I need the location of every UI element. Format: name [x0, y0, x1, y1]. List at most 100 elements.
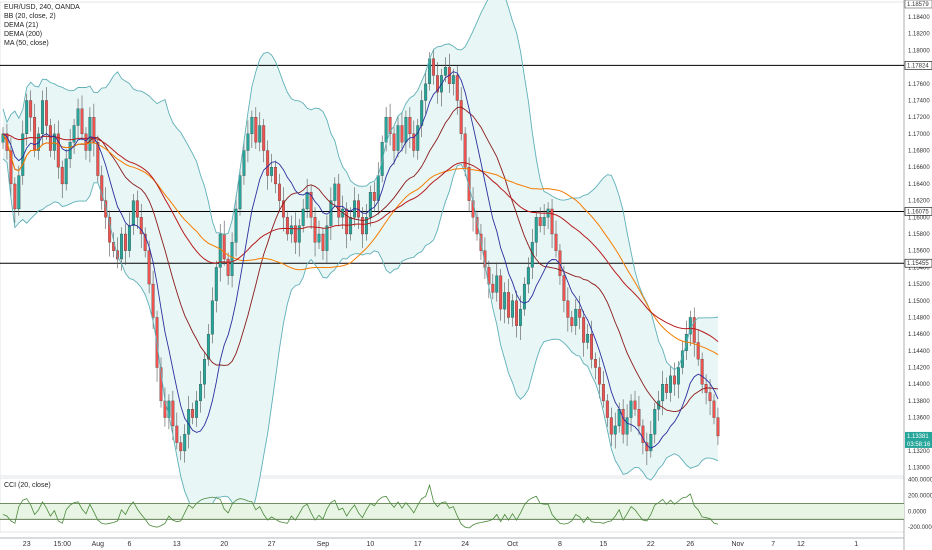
cci-tick-label-1: 200.0000: [908, 493, 932, 499]
candle-body-51: [202, 359, 206, 385]
price-tick-label-23: 1.13800: [908, 399, 930, 405]
candle-body-84: [333, 183, 337, 201]
candle-body-83: [329, 200, 333, 226]
candle-body-80: [317, 233, 321, 243]
price-tick-label-12: 1.16000: [908, 215, 930, 221]
level-tag-0: 1.17824: [904, 61, 932, 70]
candle-body-11: [45, 100, 48, 126]
bollinger-upper: [2, 0, 719, 371]
candle-body-75: [297, 225, 301, 243]
candle-body-123: [487, 267, 491, 285]
candle-body-102: [404, 117, 408, 143]
price-tick-label-9: 1.16600: [908, 165, 930, 171]
time-tick-label-14: 22: [647, 541, 655, 548]
candle-body-47: [187, 409, 191, 435]
price-axis: 1.184001.182001.180001.178001.176001.174…: [908, 15, 930, 472]
candle-body-24: [96, 142, 100, 176]
candle-body-72: [285, 217, 289, 235]
candle-body-25: [100, 175, 104, 201]
candle-body-155: [613, 425, 617, 435]
study-bb[interactable]: BB (20, close, 2): [4, 13, 56, 20]
price-tick-label-27: 1.13000: [908, 466, 930, 472]
candle-body-154: [609, 417, 613, 435]
study-ma50[interactable]: MA (50, close): [4, 40, 49, 47]
candle-body-175: [692, 317, 696, 343]
price-tick-label-10: 1.16400: [908, 182, 930, 188]
price-tick-label-19: 1.14600: [908, 332, 930, 338]
price-tick-label-21: 1.14200: [908, 366, 930, 372]
time-tick-label-11: Oct: [507, 541, 518, 548]
candle-body-131: [519, 308, 522, 326]
candle-body-165: [653, 409, 657, 435]
candle-body-145: [574, 308, 578, 326]
candle-body-127: [503, 292, 507, 310]
candle-body-44: [175, 425, 179, 443]
candle-body-114: [451, 75, 455, 84]
top-price-tag-label: 1.18579: [907, 2, 929, 8]
cci-legend[interactable]: CCI (20, close): [4, 482, 51, 489]
candle-body-94: [372, 192, 376, 201]
level-tag-label-1: 1.16075: [907, 209, 929, 215]
time-tick-label-2: Aug: [92, 541, 105, 548]
time-tick-label-7: Sep: [317, 541, 330, 548]
candle-body-77: [305, 192, 309, 210]
study-dema200[interactable]: DEMA (200): [4, 31, 43, 38]
time-tick-label-0: 23: [23, 541, 31, 548]
candle-body-30: [120, 233, 123, 260]
candle-body-159: [629, 400, 633, 418]
candle-body-8: [33, 117, 37, 151]
candle-body-147: [582, 317, 586, 343]
candle-body-170: [673, 375, 676, 385]
candle-body-181: [716, 417, 720, 437]
candle-body-66: [262, 125, 266, 151]
candle-body-93: [368, 192, 372, 218]
candle-body-109: [432, 58, 435, 76]
current-price-label: 1.13381: [907, 434, 929, 440]
level-tag-box-1: [904, 207, 932, 216]
price-tick-label-20: 1.14400: [908, 349, 930, 355]
candle-body-74: [293, 225, 297, 243]
candle-body-65: [258, 125, 262, 143]
candle-body-43: [171, 400, 175, 427]
candle-body-98: [388, 117, 392, 135]
time-tick-label-12: 8: [558, 541, 562, 548]
time-tick-label-17: 7: [771, 541, 775, 548]
price-tick-label-7: 1.17000: [908, 132, 930, 138]
current-price-tag-box: [905, 431, 932, 448]
countdown-label: 03:58:16: [907, 442, 931, 448]
candle-body-67: [266, 150, 270, 176]
candle-body-45: [179, 442, 183, 452]
price-tick-label-17: 1.15000: [908, 299, 930, 305]
price-tick-label-11: 1.16200: [908, 199, 930, 205]
price-tick-label-8: 1.16800: [908, 149, 930, 155]
time-tick-label-1: 15:00: [53, 541, 71, 548]
candle-body-110: [436, 75, 439, 93]
candle-body-63: [250, 117, 254, 135]
candle-body-103: [408, 117, 412, 135]
candle-body-85: [337, 183, 341, 218]
candle-body-60: [238, 175, 242, 210]
top-price-tag-box: [904, 0, 932, 9]
candle-body-38: [151, 283, 155, 318]
candle-body-61: [242, 150, 246, 176]
candle-body-152: [601, 384, 605, 402]
study-dema21[interactable]: DEMA (21): [4, 22, 39, 29]
candle-body-18: [72, 125, 76, 143]
candle-body-142: [562, 275, 566, 301]
candle-body-163: [645, 442, 649, 452]
price-tick-label-18: 1.14800: [908, 315, 930, 321]
candle-body-35: [139, 217, 143, 235]
candle-body-16: [64, 158, 68, 185]
candle-body-31: [124, 233, 127, 251]
candle-body-23: [92, 117, 96, 143]
price-tick-label-5: 1.17400: [908, 98, 930, 104]
candle-body-158: [625, 417, 629, 435]
candle-body-12: [48, 125, 52, 151]
level-tag-box-0: [904, 61, 932, 70]
candle-body-4: [17, 175, 21, 210]
candle-body-34: [135, 200, 139, 218]
candle-body-46: [183, 434, 187, 452]
candle-body-57: [226, 258, 230, 276]
